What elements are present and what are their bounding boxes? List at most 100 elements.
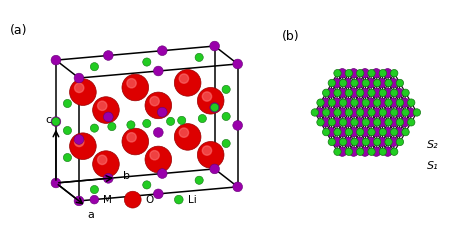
Circle shape [345,128,353,136]
Circle shape [368,109,375,116]
Circle shape [408,119,415,126]
Circle shape [334,109,341,116]
Circle shape [315,108,324,117]
Circle shape [394,88,403,97]
Circle shape [52,118,60,126]
Circle shape [356,69,364,77]
Circle shape [360,147,370,156]
Circle shape [355,137,364,147]
Circle shape [328,99,336,106]
Circle shape [368,148,375,155]
Circle shape [334,148,341,155]
Circle shape [362,99,370,106]
Circle shape [90,195,99,204]
Circle shape [233,59,243,69]
Circle shape [360,88,370,97]
Circle shape [339,99,347,106]
Circle shape [400,118,409,127]
Circle shape [327,108,336,117]
Circle shape [74,196,84,206]
Circle shape [122,74,148,101]
Circle shape [377,118,387,127]
Circle shape [383,147,392,156]
Circle shape [92,151,119,177]
Circle shape [195,176,203,184]
Circle shape [413,109,420,116]
Circle shape [210,164,219,174]
Circle shape [374,119,381,126]
Circle shape [349,88,358,97]
Circle shape [150,151,159,160]
Circle shape [383,128,392,137]
Circle shape [408,99,415,106]
Circle shape [379,89,387,97]
Circle shape [222,85,230,94]
Circle shape [51,178,61,188]
Circle shape [372,128,381,137]
Circle shape [396,138,403,146]
Circle shape [108,123,116,131]
Circle shape [317,99,324,106]
Circle shape [51,117,61,126]
Circle shape [383,108,392,117]
Circle shape [202,146,211,155]
Circle shape [385,99,392,106]
Circle shape [339,138,347,146]
Circle shape [91,124,99,132]
Circle shape [339,119,347,126]
Circle shape [351,119,358,126]
Circle shape [339,79,347,87]
Circle shape [98,101,107,110]
Circle shape [337,128,347,137]
Circle shape [174,124,201,150]
Circle shape [145,92,172,119]
Circle shape [396,79,403,87]
Circle shape [64,99,72,108]
Circle shape [70,79,96,105]
Circle shape [394,128,403,137]
Circle shape [91,63,99,71]
Circle shape [143,181,151,189]
Circle shape [366,79,375,88]
Circle shape [327,128,336,137]
Circle shape [406,108,415,117]
Circle shape [143,58,151,66]
Circle shape [157,46,167,55]
Circle shape [197,142,224,168]
Circle shape [179,128,189,137]
Circle shape [317,119,324,126]
Circle shape [174,195,183,204]
Circle shape [362,119,370,126]
Circle shape [396,99,403,106]
Circle shape [328,119,336,126]
Circle shape [337,69,347,78]
Circle shape [92,97,119,123]
Circle shape [345,89,353,97]
Circle shape [145,146,172,173]
Circle shape [322,89,330,97]
Circle shape [91,185,99,194]
Circle shape [222,112,230,120]
Circle shape [210,103,219,112]
Text: (a): (a) [10,24,27,37]
Circle shape [321,118,330,127]
Circle shape [391,128,398,136]
Circle shape [51,55,61,65]
Text: M: M [103,195,112,205]
Text: O: O [146,195,154,205]
Circle shape [372,69,381,78]
Circle shape [366,137,375,147]
Circle shape [332,79,341,88]
Circle shape [321,98,330,107]
Circle shape [349,69,358,78]
Circle shape [394,108,403,117]
Text: (b): (b) [282,30,300,43]
Circle shape [334,89,341,97]
Circle shape [402,128,409,136]
Circle shape [391,148,398,155]
Circle shape [391,69,398,77]
Circle shape [127,133,136,142]
Circle shape [374,99,381,106]
Circle shape [179,74,189,83]
Circle shape [157,169,167,178]
